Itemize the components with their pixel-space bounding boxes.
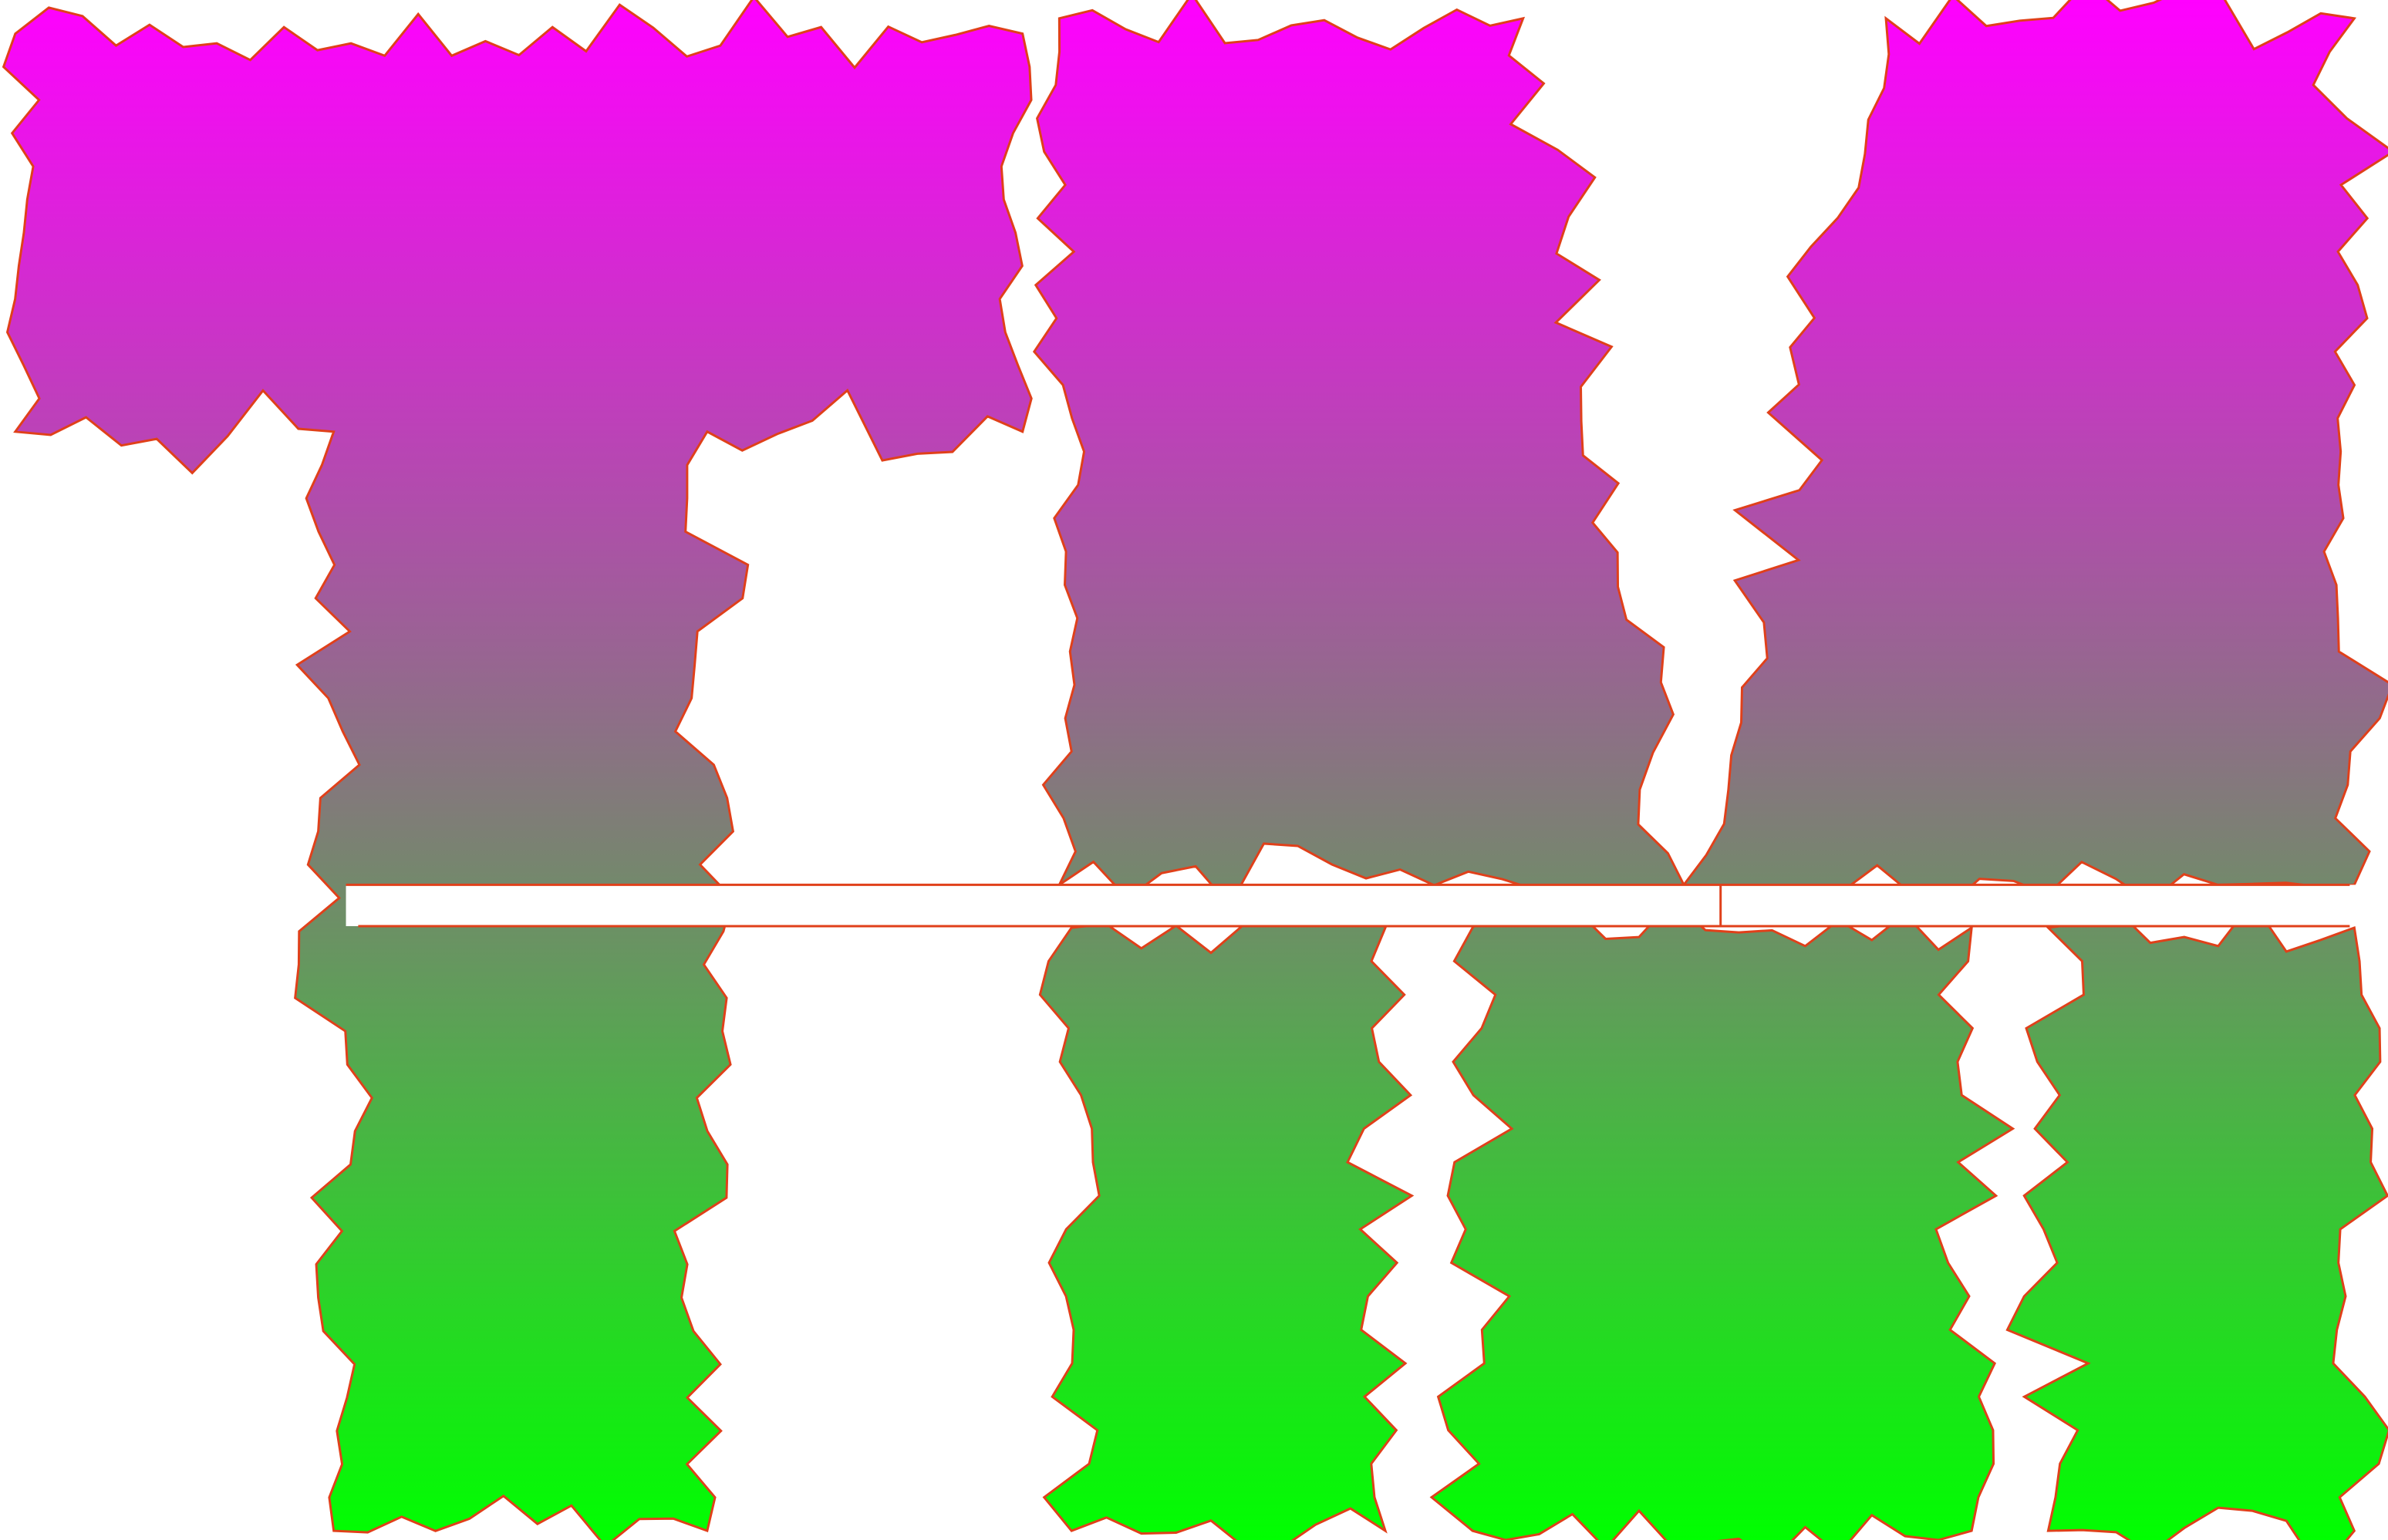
letter-m-middle-leg	[1429, 894, 2015, 1540]
letter-t	[2, 0, 1033, 1540]
letter-m-left-leg	[1038, 889, 1415, 1540]
letter-m-upper	[1032, 0, 2388, 918]
letter-m-right-leg	[2005, 899, 2388, 1540]
band-fill	[346, 885, 2358, 926]
horizontal-band	[346, 883, 2358, 928]
